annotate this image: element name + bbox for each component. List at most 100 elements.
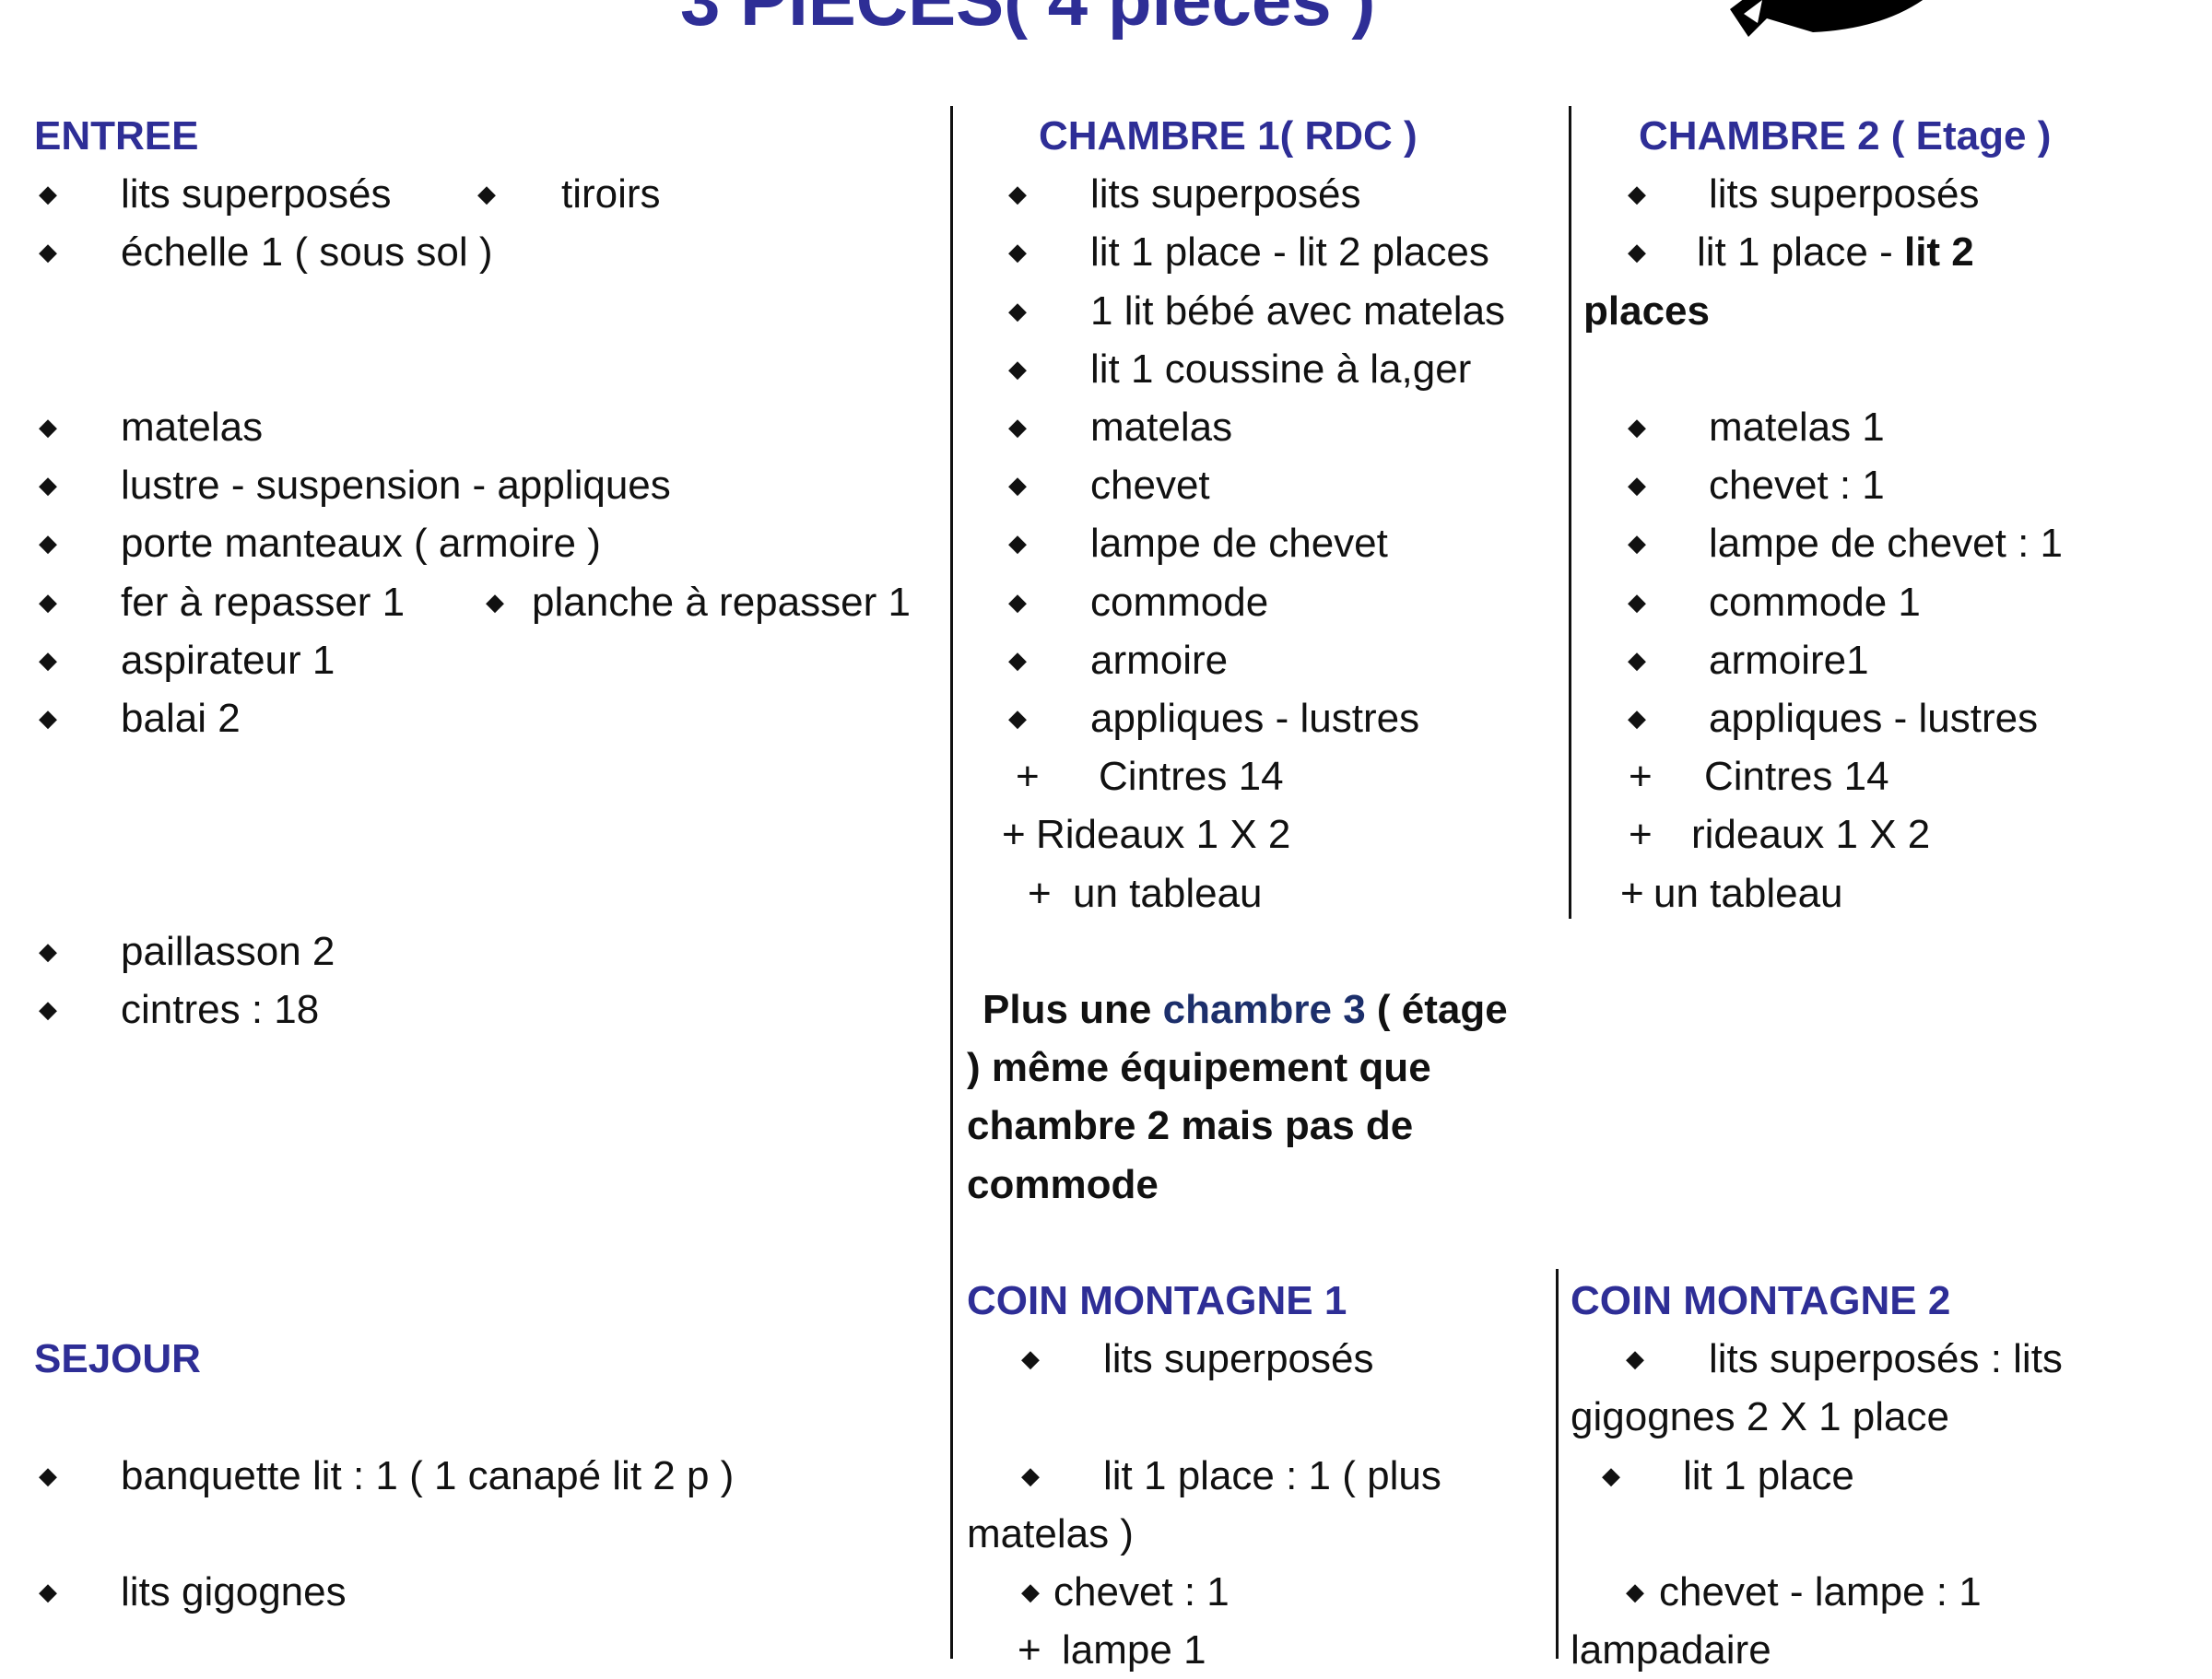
list-item: gigognes 2 X 1 place: [1571, 1394, 1949, 1440]
list-item: matelas 1: [1709, 405, 1885, 450]
bullet-icon: ◆: [1008, 704, 1027, 732]
bullet-icon: ◆: [1008, 354, 1027, 382]
list-item: appliques - lustres: [1709, 696, 2039, 741]
bullet-icon: ◆: [1626, 1344, 1644, 1373]
list-item: chevet : 1: [1053, 1569, 1230, 1614]
list-item: lits superposés: [121, 171, 392, 217]
bullet-icon: ◆: [1626, 1578, 1644, 1605]
bullet-icon: ◆: [39, 180, 57, 208]
note-text: chambre 2 mais pas de: [967, 1103, 1414, 1149]
bullet-icon: ◆: [486, 587, 504, 616]
bullet-icon: ◆: [39, 1578, 57, 1605]
bullet-icon: ◆: [1008, 587, 1027, 616]
plus-icon: +: [1018, 1627, 1041, 1673]
list-item: Cintres 14: [1704, 754, 1889, 800]
bullet-icon: ◆: [39, 413, 57, 440]
bullet-icon: ◆: [1008, 645, 1027, 674]
list-item: lit 1 coussine à la,ger: [1090, 346, 1472, 392]
list-item: lits gigognes: [121, 1569, 347, 1614]
list-item: lampe de chevet : 1: [1709, 521, 2064, 567]
list-item: aspirateur 1: [121, 637, 335, 683]
bullet-icon: ◆: [1628, 471, 1646, 499]
bullet-icon: ◆: [477, 180, 496, 208]
bullet-icon: ◆: [1008, 180, 1027, 208]
bullet-icon: ◆: [39, 587, 57, 616]
plus-icon: +: [1629, 754, 1653, 800]
list-item: planche à repasser 1: [532, 579, 911, 625]
column-divider: [950, 106, 953, 1659]
list-item: rideaux 1 X 2: [1691, 812, 1931, 858]
list-item: matelas ): [967, 1510, 1134, 1556]
list-item: commode 1: [1709, 579, 1921, 625]
note-text: ) même équipement que: [967, 1045, 1431, 1091]
list-item: places: [1583, 288, 1710, 334]
bullet-icon: ◆: [1628, 529, 1646, 558]
section-heading-chambre-2: CHAMBRE 2 ( Etage ): [1639, 113, 2052, 159]
list-item: commode: [1090, 579, 1269, 625]
bullet-icon: ◆: [1021, 1344, 1040, 1373]
logo-icon: [1730, 0, 1924, 37]
bullet-icon: ◆: [1628, 587, 1646, 616]
list-item: cintres : 18: [121, 987, 320, 1032]
bullet-icon: ◆: [39, 1461, 57, 1489]
list-item: 1 lit bébé avec matelas: [1090, 288, 1506, 334]
bullet-icon: ◆: [39, 645, 57, 674]
note-text: ( étage: [1365, 987, 1508, 1032]
plus-icon: +: [1028, 870, 1052, 916]
list-item: lits superposés: [1709, 171, 1980, 217]
section-heading-entree: ENTREE: [34, 113, 199, 159]
list-item: lits superposés: [1090, 171, 1361, 217]
section-heading-coin-montagne-2: COIN MONTAGNE 2: [1571, 1278, 1951, 1323]
bullet-icon: ◆: [39, 238, 57, 266]
list-item: lit 1 place - lit 2 places: [1090, 229, 1489, 276]
list-item: un tableau: [1653, 870, 1843, 916]
bullet-icon: ◆: [1628, 238, 1646, 266]
list-item: lampe de chevet: [1090, 521, 1388, 567]
list-item: lampe 1: [1062, 1627, 1206, 1673]
bullet-icon: ◆: [39, 529, 57, 558]
note-highlight: chambre 3: [1162, 987, 1366, 1032]
bullet-icon: ◆: [1628, 704, 1646, 732]
bullet-icon: ◆: [1008, 238, 1027, 266]
list-item: lit 1 place: [1683, 1452, 1854, 1498]
list-item: porte manteaux ( armoire ): [121, 521, 601, 567]
list-item: matelas: [121, 405, 264, 450]
bullet-icon: ◆: [1008, 413, 1027, 440]
item-text-bold: lit 2: [1903, 229, 1974, 276]
list-item: tiroirs: [561, 171, 661, 217]
list-item: lit 1 place - lit 2: [1697, 223, 1974, 281]
list-item: chevet - lampe : 1: [1659, 1569, 1982, 1614]
list-item: lustre - suspension - appliques: [121, 463, 671, 509]
bullet-icon: ◆: [39, 471, 57, 499]
list-item: un tableau: [1073, 870, 1263, 916]
bullet-icon: ◆: [1628, 645, 1646, 674]
list-item: Cintres 14: [1099, 754, 1284, 800]
list-item: Rideaux 1 X 2: [1036, 812, 1291, 858]
bullet-icon: ◆: [1628, 413, 1646, 440]
list-item: lit 1 place : 1 ( plus: [1103, 1452, 1441, 1498]
list-item: paillasson 2: [121, 928, 335, 974]
plus-icon: +: [1016, 754, 1040, 800]
list-item: banquette lit : 1 ( 1 canapé lit 2 p ): [121, 1452, 735, 1498]
list-item: chevet : 1: [1709, 463, 1885, 509]
section-heading-sejour: SEJOUR: [34, 1336, 201, 1382]
list-item: chevet: [1090, 463, 1210, 509]
item-text: lit 1 place -: [1697, 229, 1904, 276]
list-item: appliques - lustres: [1090, 696, 1420, 741]
note-text: Plus une: [982, 987, 1163, 1032]
bullet-icon: ◆: [39, 936, 57, 965]
bullet-icon: ◆: [1008, 296, 1027, 324]
list-item: armoire1: [1709, 637, 1869, 683]
column-divider: [1556, 1269, 1559, 1659]
list-item: matelas: [1090, 405, 1233, 450]
column-divider: [1569, 106, 1571, 919]
list-item: balai 2: [121, 696, 241, 741]
bullet-icon: ◆: [1628, 180, 1646, 208]
bullet-icon: ◆: [1021, 1578, 1040, 1605]
list-item: lampadaire: [1571, 1627, 1771, 1673]
bullet-icon: ◆: [1021, 1461, 1040, 1489]
bullet-icon: ◆: [39, 995, 57, 1023]
list-item: échelle 1 ( sous sol ): [121, 229, 493, 276]
plus-icon: +: [1629, 812, 1653, 858]
list-item: lits superposés : lits: [1709, 1336, 2063, 1382]
